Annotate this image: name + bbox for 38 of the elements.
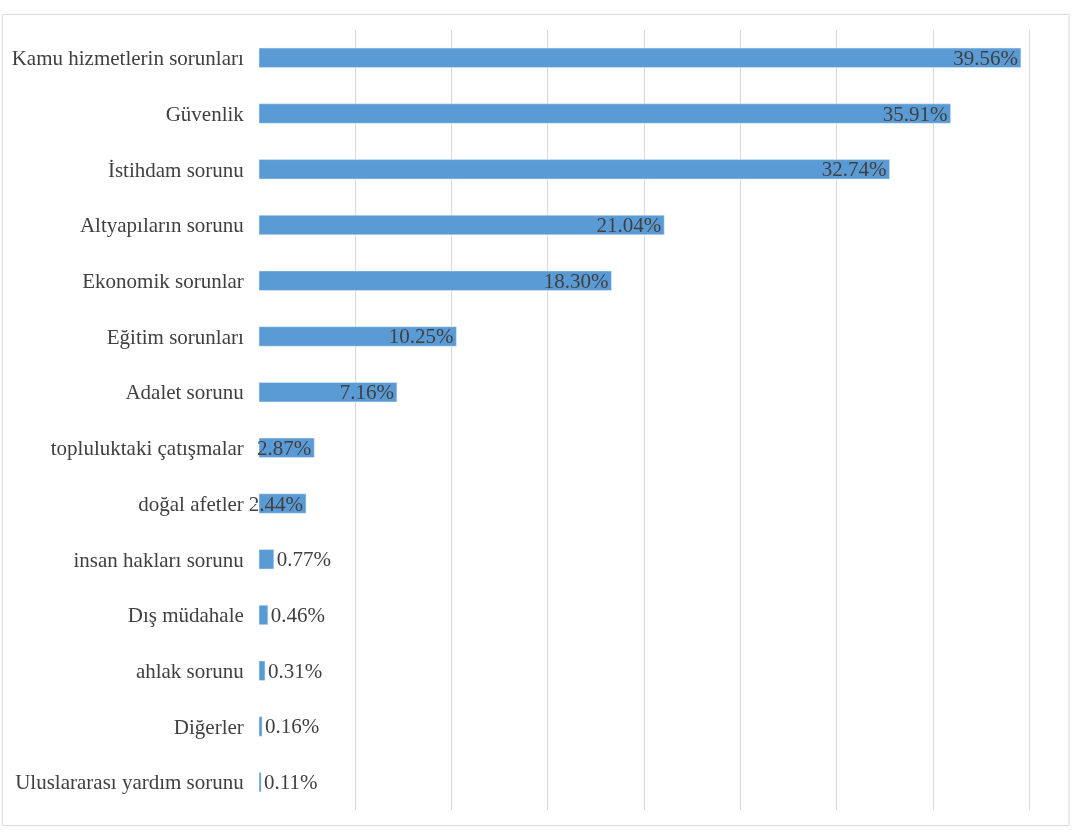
y-tick-label: topluluktaki çatışmalar [50,436,244,461]
bar [259,660,266,681]
data-label: 18.30% [543,268,609,293]
y-tick-label: Uluslararası yardım sorunu [15,770,245,795]
y-tick-label: doğal afetler [138,491,244,516]
y-tick-label: Adalet sorunu [125,380,245,405]
bar [259,270,612,291]
y-tick-label: Ekonomik sorunlar [82,269,244,294]
bar [259,326,457,347]
data-label: 21.04% [596,213,662,237]
data-label: 39.56% [953,45,1018,70]
y-tick-label: insan hakları sorunu [73,547,245,572]
bar [259,716,263,737]
data-label: 0.46% [270,603,326,627]
y-tick-label: İstihdam sorunu [107,157,245,182]
y-tick-label: Kamu hizmetlerin sorunları [11,46,244,71]
bar [259,159,890,180]
data-label: 35.91% [882,101,948,126]
y-tick-label: Altyapıların sorunu [79,213,245,238]
data-label: 0.16% [265,714,320,739]
data-label: 0.77% [276,547,332,572]
bar [259,382,398,403]
y-tick-label: Güvenlik [165,101,245,126]
data-label: 10.25% [388,324,454,349]
bar [259,549,275,570]
bar [259,103,951,124]
y-tick-label: Diğerler [173,714,244,739]
bar [259,215,665,235]
bar [259,605,269,625]
data-label: 0.31% [267,658,323,683]
data-label: 0.11% [264,770,318,795]
data-label: 7.16% [339,380,394,405]
y-tick-label: Eğitim sorunları [106,324,244,349]
y-tick-label: ahlak sorunu [135,659,245,684]
y-tick-label: Dış müdahale [127,603,244,628]
bar [259,772,262,793]
bar [259,47,1022,68]
data-label: 32.74% [821,157,887,182]
